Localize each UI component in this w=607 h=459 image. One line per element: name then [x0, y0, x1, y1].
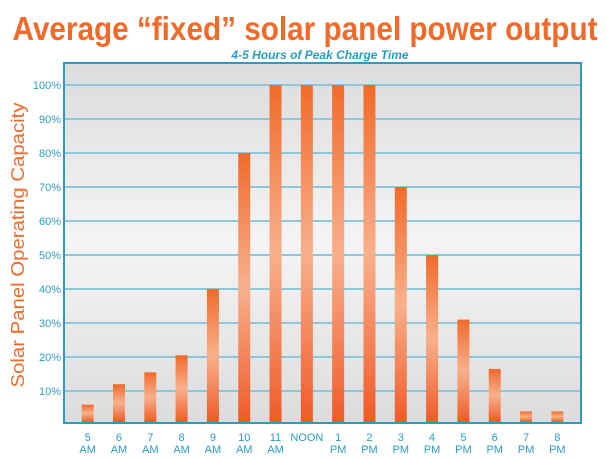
y-tick-label: 70%: [39, 182, 61, 194]
bar: [332, 85, 345, 422]
bar: [520, 411, 533, 422]
x-tick-label: 6: [116, 432, 122, 444]
y-tick-label: 50%: [39, 250, 61, 262]
x-tick-label: 8: [179, 432, 185, 444]
x-tick-label: PM: [330, 444, 347, 456]
x-tick-label: 6: [492, 432, 498, 444]
x-tick-label: PM: [549, 444, 566, 456]
plot-area: [63, 62, 582, 424]
x-tick-label: AM: [79, 444, 96, 456]
bar: [144, 372, 157, 422]
x-tick-label: PM: [361, 444, 378, 456]
x-tick-label: PM: [518, 444, 535, 456]
bar: [206, 289, 219, 422]
x-tick-label: 10: [238, 432, 250, 444]
x-tick-label: 2: [366, 432, 372, 444]
y-tick-label: 40%: [39, 284, 61, 296]
bar: [426, 255, 439, 422]
x-tick-label: 4: [429, 432, 435, 444]
x-tick-label: AM: [267, 444, 284, 456]
bar: [238, 153, 251, 422]
x-tick-label: AM: [142, 444, 159, 456]
x-tick-label: 7: [523, 432, 529, 444]
x-tick-label: PM: [393, 444, 410, 456]
x-tick-label: PM: [424, 444, 441, 456]
x-tick-label: 11: [270, 432, 281, 444]
x-tick-label: AM: [111, 444, 128, 456]
y-axis-label: Solar Panel Operating Capacity: [8, 103, 28, 388]
x-tick-label: 5: [460, 432, 466, 444]
x-tick-label: PM: [455, 444, 472, 456]
bar: [394, 187, 407, 422]
y-tick-label: 90%: [39, 114, 61, 126]
x-tick-label: 7: [147, 432, 153, 444]
x-tick-label: 8: [554, 432, 560, 444]
x-tick-label: NOON: [290, 432, 323, 444]
x-tick-label: AM: [236, 444, 253, 456]
x-tick-label: AM: [173, 444, 190, 456]
y-tick-label: 30%: [39, 318, 61, 330]
x-tick-label: 9: [210, 432, 216, 444]
bar: [269, 85, 282, 422]
bar: [112, 384, 125, 422]
bar: [551, 411, 564, 422]
bar: [175, 355, 188, 422]
x-tick-label: 3: [398, 432, 404, 444]
bar: [81, 404, 94, 422]
x-tick-label: AM: [205, 444, 222, 456]
x-tick-label: 1: [335, 432, 341, 444]
x-tick-label: 5: [85, 432, 91, 444]
chart-subtitle: 4-5 Hours of Peak Charge Time: [230, 48, 408, 62]
chart-title: Average “fixed” solar panel power output: [13, 10, 598, 47]
x-tick-label: PM: [486, 444, 503, 456]
bar: [363, 85, 376, 422]
y-tick-label: 60%: [39, 216, 61, 228]
y-tick-label: 100%: [33, 80, 61, 92]
y-tick-label: 10%: [39, 386, 61, 398]
y-tick-label: 80%: [39, 148, 61, 160]
bar: [457, 319, 470, 422]
bar: [300, 85, 313, 422]
bar: [488, 368, 501, 422]
y-tick-label: 20%: [39, 352, 61, 364]
